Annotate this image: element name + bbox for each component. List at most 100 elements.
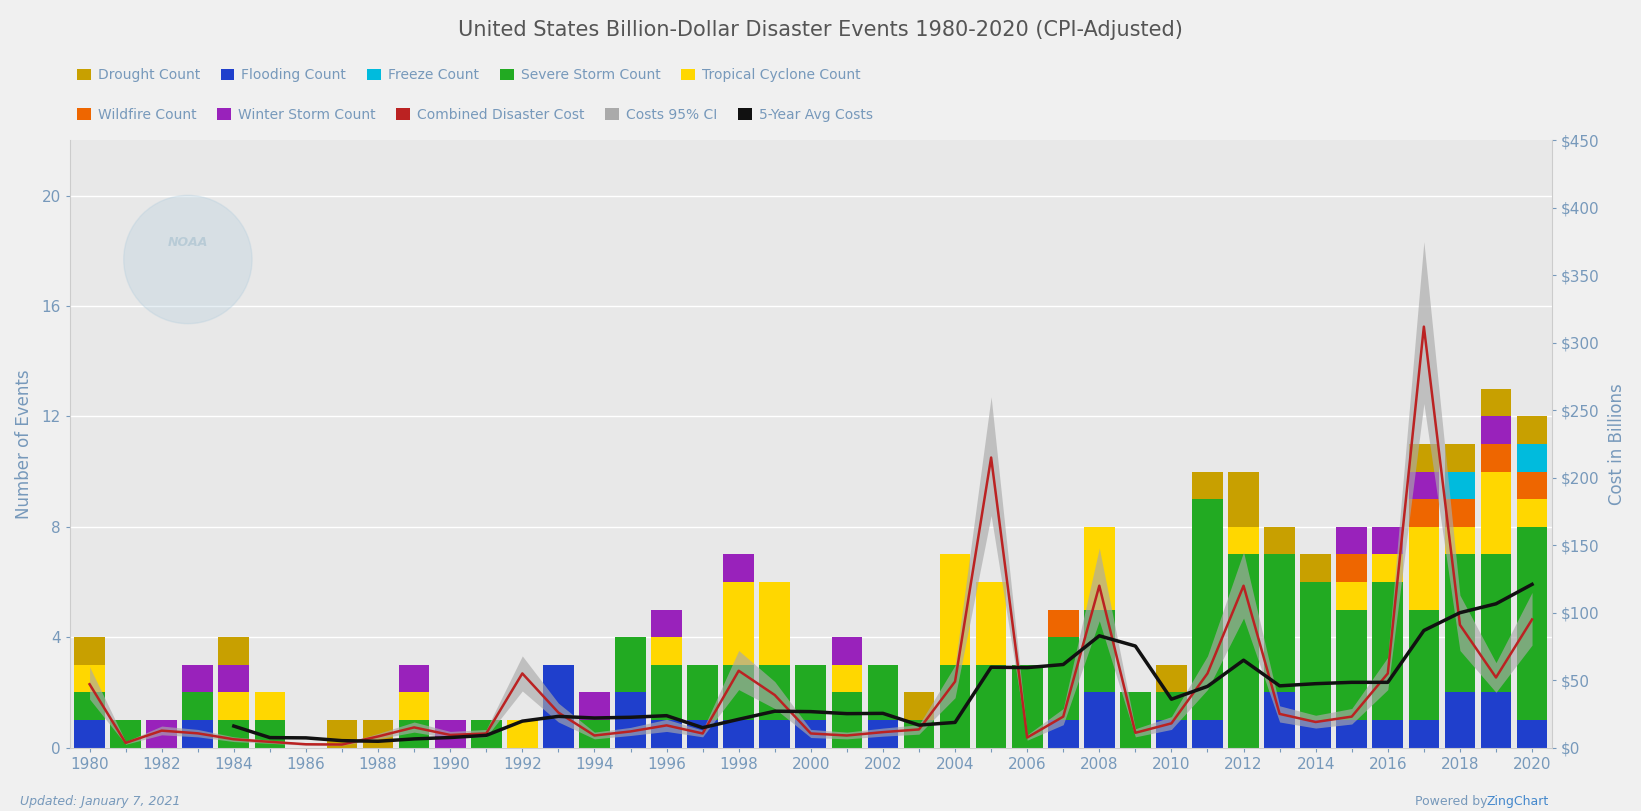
Bar: [399, 720, 430, 748]
Bar: [399, 693, 430, 720]
Bar: [74, 693, 105, 720]
Bar: [1372, 555, 1403, 582]
Y-axis label: Number of Events: Number of Events: [15, 369, 33, 519]
Circle shape: [123, 195, 253, 324]
Bar: [1191, 720, 1223, 748]
Bar: [1157, 693, 1186, 720]
Bar: [940, 665, 970, 748]
Bar: [1480, 416, 1511, 444]
Bar: [1408, 527, 1439, 610]
Bar: [74, 637, 105, 665]
Text: ZingChart: ZingChart: [1487, 795, 1549, 808]
Bar: [651, 637, 683, 665]
Bar: [146, 720, 177, 748]
Bar: [868, 665, 898, 720]
Bar: [796, 665, 825, 720]
Bar: [1372, 720, 1403, 748]
Bar: [182, 720, 213, 748]
Bar: [1480, 693, 1511, 748]
Bar: [579, 720, 610, 748]
Bar: [1480, 444, 1511, 472]
Bar: [254, 693, 286, 720]
Bar: [579, 693, 610, 720]
Bar: [1121, 693, 1150, 748]
Bar: [760, 665, 789, 720]
Bar: [1516, 500, 1547, 527]
Bar: [1300, 720, 1331, 748]
Bar: [1516, 416, 1547, 444]
Bar: [1264, 555, 1295, 693]
Bar: [1444, 444, 1475, 472]
Bar: [940, 555, 970, 665]
Y-axis label: Cost in Billions: Cost in Billions: [1608, 383, 1626, 505]
Text: Updated: January 7, 2021: Updated: January 7, 2021: [20, 795, 181, 808]
Bar: [1157, 665, 1186, 693]
Bar: [1227, 472, 1259, 527]
Bar: [1300, 555, 1331, 582]
Bar: [1372, 582, 1403, 720]
Bar: [1444, 693, 1475, 748]
Bar: [1191, 472, 1223, 500]
Bar: [904, 720, 934, 748]
Bar: [832, 637, 862, 665]
Bar: [1480, 472, 1511, 555]
Bar: [760, 720, 789, 748]
Bar: [218, 693, 249, 720]
Text: Powered by: Powered by: [1415, 795, 1492, 808]
Bar: [1191, 500, 1223, 720]
Bar: [796, 720, 825, 748]
Bar: [74, 720, 105, 748]
Bar: [1516, 444, 1547, 472]
Bar: [1227, 555, 1259, 748]
Bar: [1085, 693, 1114, 748]
Bar: [1444, 527, 1475, 555]
Bar: [507, 720, 538, 748]
Text: NOAA: NOAA: [167, 236, 208, 249]
Bar: [254, 720, 286, 748]
Bar: [1012, 665, 1042, 748]
Bar: [1336, 720, 1367, 748]
Bar: [724, 665, 753, 720]
Bar: [1264, 693, 1295, 748]
Bar: [976, 665, 1006, 748]
Bar: [1408, 500, 1439, 527]
Bar: [615, 693, 647, 748]
Bar: [760, 582, 789, 665]
Bar: [724, 555, 753, 582]
Bar: [724, 582, 753, 665]
Bar: [688, 665, 719, 720]
Bar: [868, 720, 898, 748]
Bar: [976, 582, 1006, 665]
Bar: [651, 665, 683, 720]
Bar: [1049, 720, 1078, 748]
Bar: [1300, 582, 1331, 720]
Bar: [1444, 500, 1475, 527]
Bar: [1408, 610, 1439, 720]
Bar: [1049, 610, 1078, 637]
Bar: [363, 720, 394, 748]
Bar: [1480, 555, 1511, 693]
Bar: [543, 665, 574, 748]
Bar: [471, 720, 502, 748]
Bar: [1085, 527, 1114, 610]
Legend: Wildfire Count, Winter Storm Count, Combined Disaster Cost, Costs 95% CI, 5-Year: Wildfire Count, Winter Storm Count, Comb…: [77, 108, 873, 122]
Bar: [1516, 472, 1547, 500]
Bar: [1049, 637, 1078, 720]
Bar: [904, 693, 934, 720]
Bar: [832, 665, 862, 693]
Bar: [615, 637, 647, 693]
Bar: [724, 720, 753, 748]
Bar: [1227, 527, 1259, 555]
Bar: [1408, 472, 1439, 500]
Bar: [1444, 555, 1475, 693]
Bar: [651, 610, 683, 637]
Bar: [110, 720, 141, 748]
Bar: [218, 637, 249, 665]
Bar: [1408, 720, 1439, 748]
Bar: [182, 693, 213, 720]
Text: United States Billion-Dollar Disaster Events 1980-2020 (CPI-Adjusted): United States Billion-Dollar Disaster Ev…: [458, 20, 1183, 41]
Bar: [1264, 527, 1295, 555]
Bar: [1444, 472, 1475, 500]
Bar: [1516, 720, 1547, 748]
Bar: [1372, 527, 1403, 555]
